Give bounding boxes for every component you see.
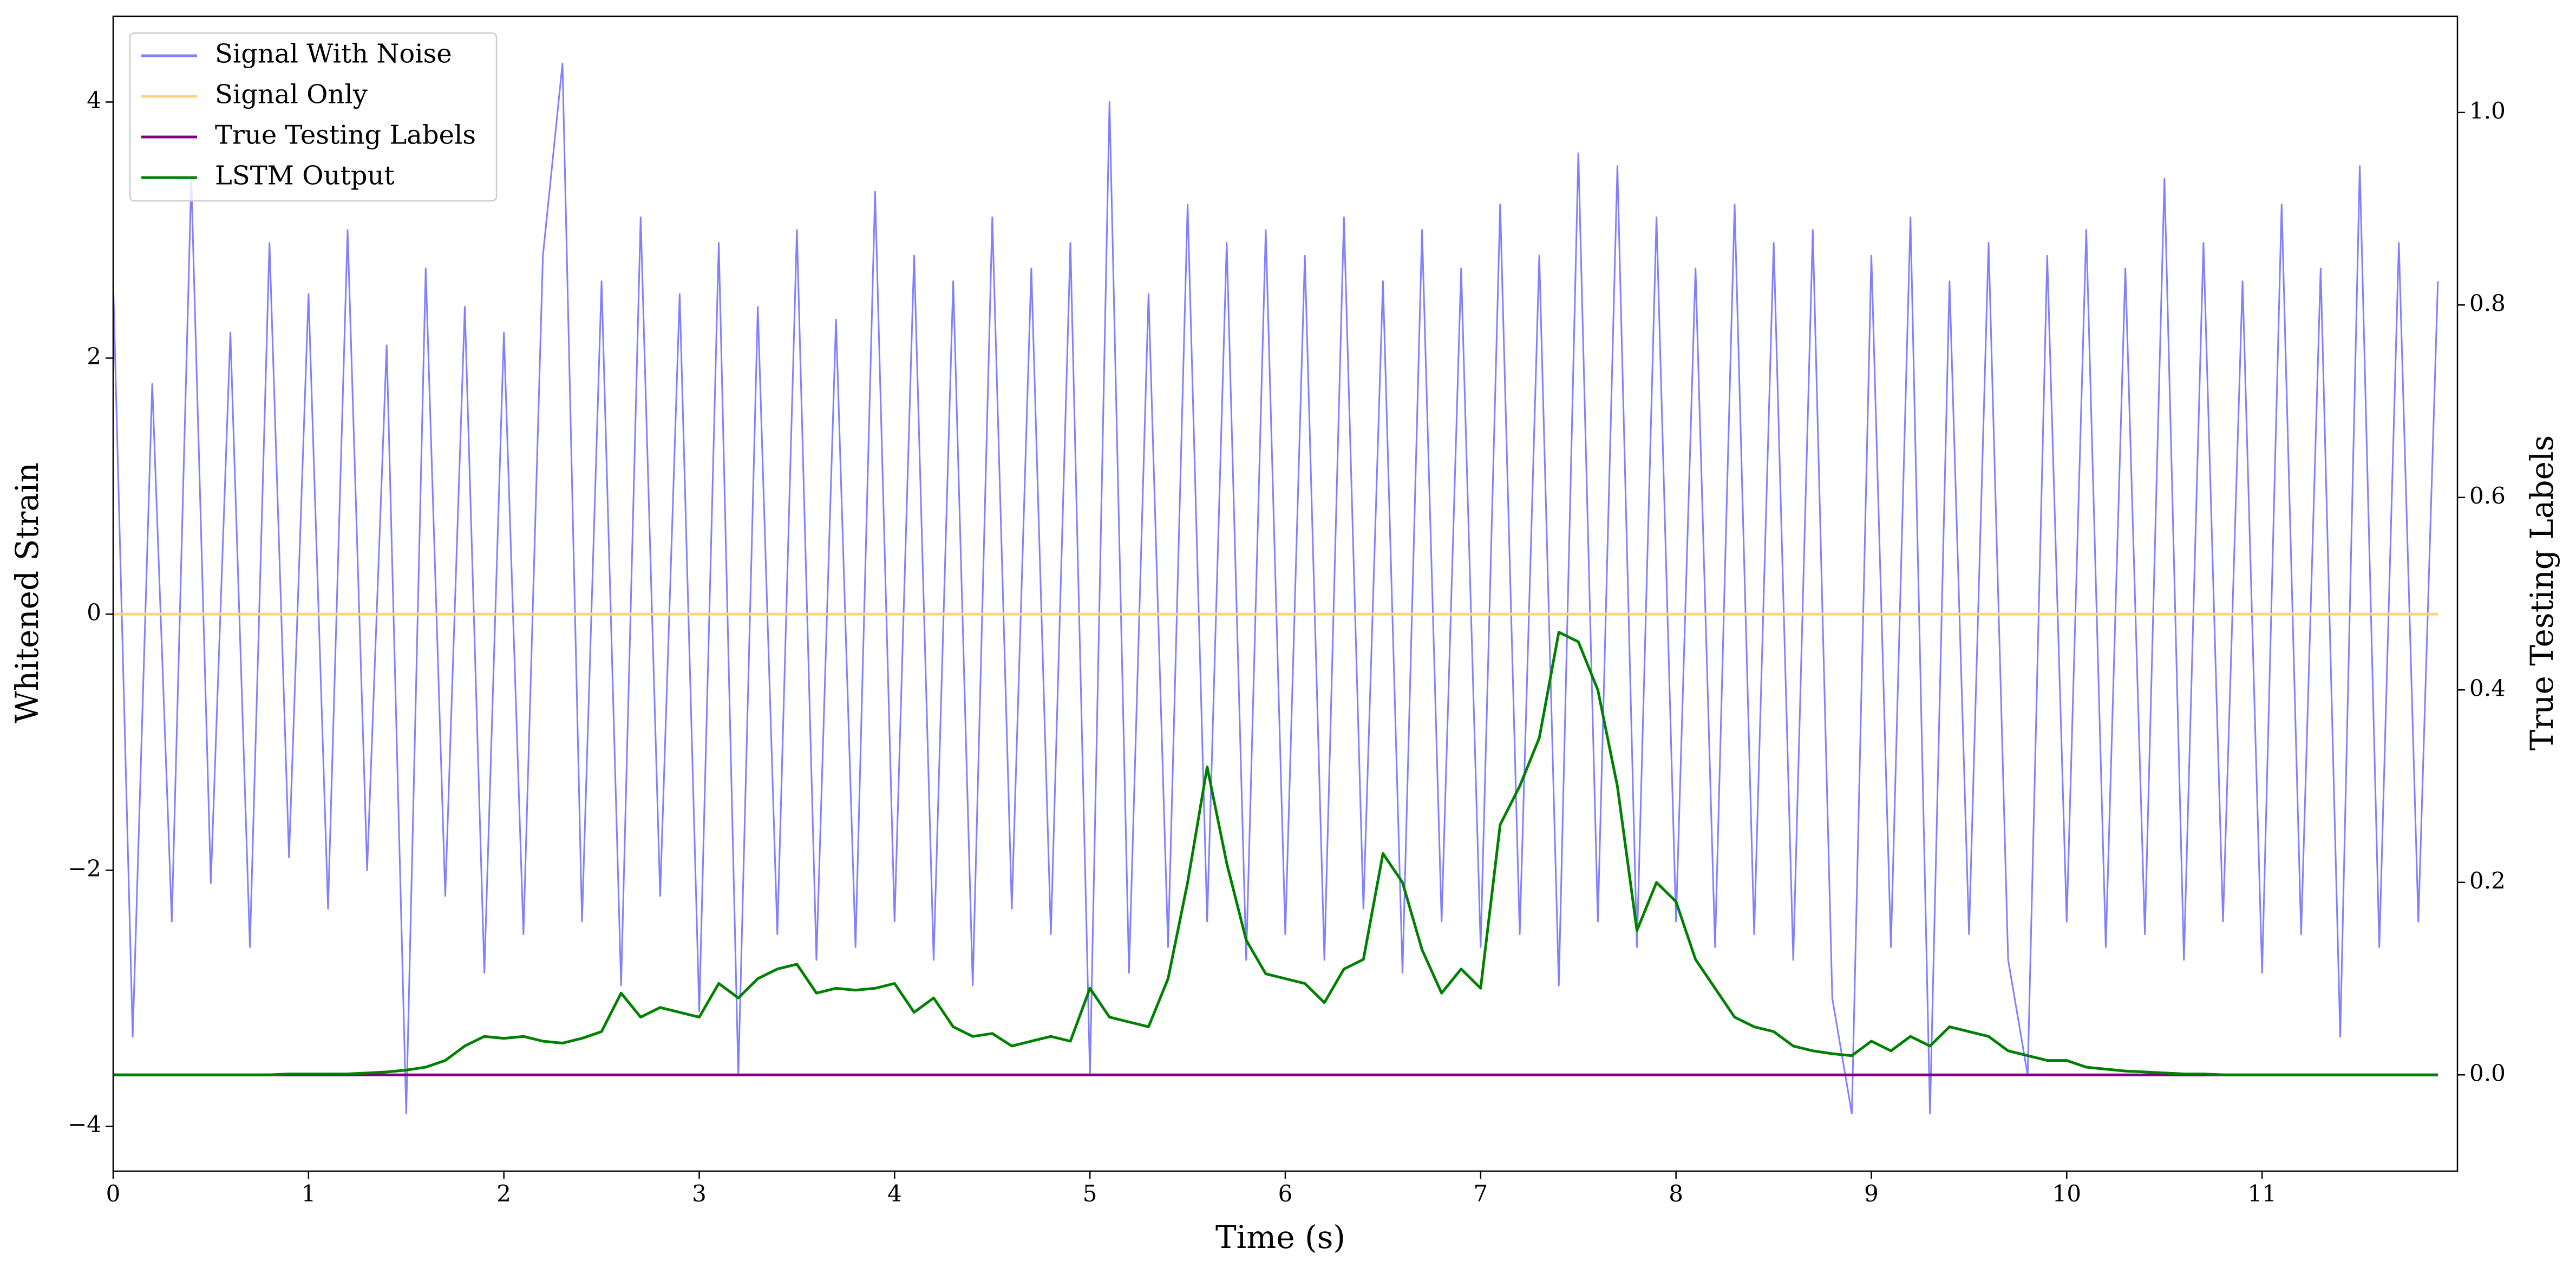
x-tick-label: 2	[496, 1180, 511, 1207]
y-tick-label: −2	[68, 855, 101, 881]
y-axis-label: Whitened Strain	[9, 462, 45, 723]
x-tick-label: 0	[106, 1180, 121, 1207]
x-tick-label: 5	[1083, 1180, 1097, 1207]
x-tick-label: 10	[2052, 1180, 2081, 1207]
y-tick-label: 4	[87, 87, 101, 113]
legend-label: LSTM Output	[215, 161, 395, 191]
y2-tick-label: 0.6	[2469, 482, 2506, 509]
x-tick-label: 4	[887, 1180, 902, 1207]
y2-tick-label: 0.2	[2469, 867, 2506, 894]
x-tick-label: 6	[1278, 1180, 1293, 1207]
legend-label: Signal Only	[215, 80, 368, 110]
x-tick-label: 1	[301, 1180, 316, 1207]
x-tick-label: 11	[2247, 1180, 2276, 1207]
legend-label: True Testing Labels	[215, 120, 476, 151]
y2-tick-label: 1.0	[2469, 97, 2506, 124]
x-tick-label: 8	[1669, 1180, 1683, 1207]
y2-tick-label: 0.8	[2469, 290, 2506, 316]
legend-box	[129, 32, 498, 202]
series-line	[113, 631, 2438, 1076]
y-tick-label: 2	[87, 343, 101, 369]
y2-tick-label: 0.4	[2469, 675, 2506, 701]
y-tick-label: 0	[87, 599, 101, 625]
legend-label: Signal With Noise	[215, 39, 452, 69]
plot-frame	[112, 15, 2459, 1172]
x-tick-label: 3	[692, 1180, 707, 1207]
x-axis-label: Time (s)	[1215, 1219, 1345, 1256]
x-tick-label: 9	[1864, 1180, 1879, 1207]
y-tick-label: −4	[68, 1111, 101, 1138]
y2-tick-label: 0.0	[2469, 1060, 2506, 1086]
series-line	[113, 63, 2439, 1115]
y2-axis-label: True Testing Labels	[2523, 435, 2560, 750]
x-tick-label: 7	[1473, 1180, 1488, 1207]
